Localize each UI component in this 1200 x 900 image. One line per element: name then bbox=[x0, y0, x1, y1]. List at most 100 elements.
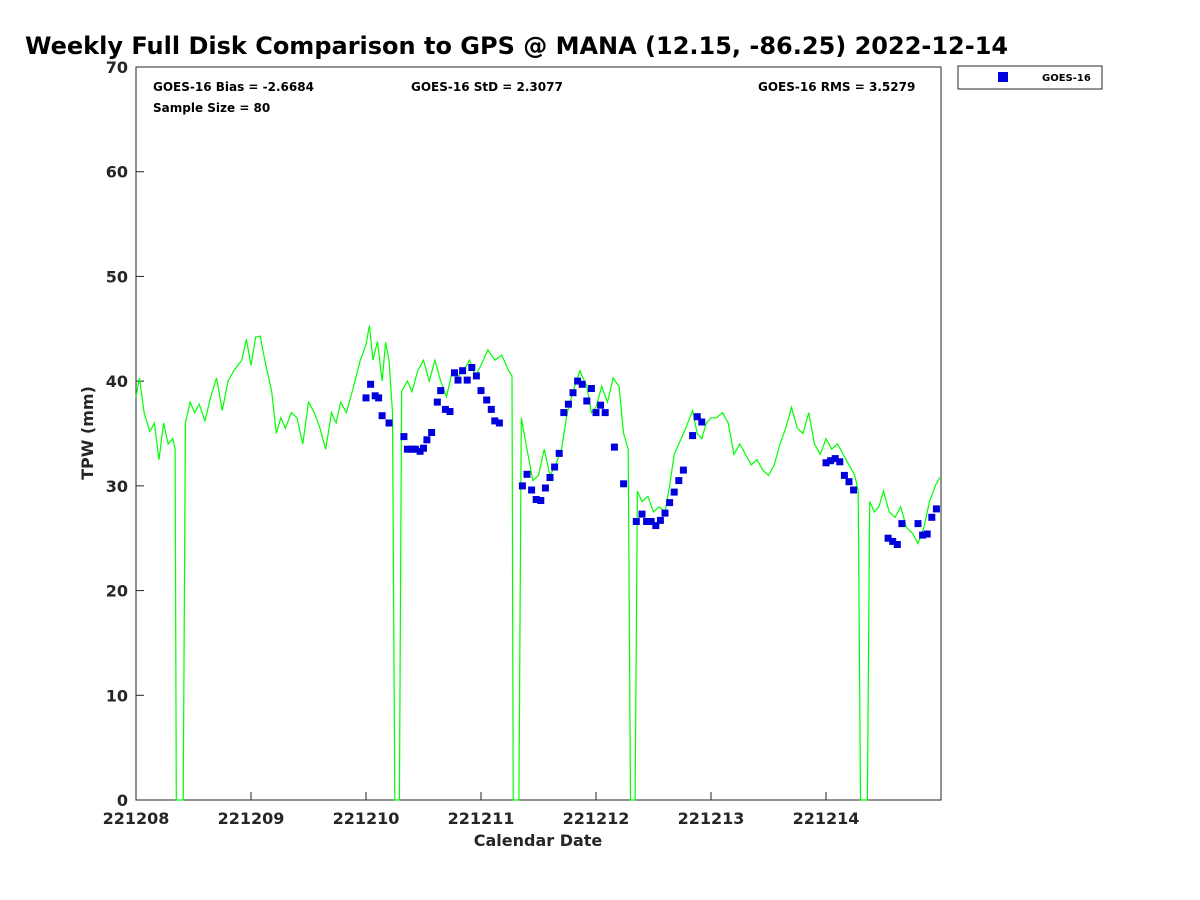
x-axis-label: Calendar Date bbox=[474, 831, 603, 850]
goes16-point bbox=[647, 518, 655, 525]
goes16-point bbox=[423, 436, 431, 444]
goes16-point bbox=[656, 516, 664, 524]
goes16-point bbox=[850, 486, 858, 494]
legend-label-goes16: GOES-16 bbox=[1042, 73, 1091, 84]
gps-series bbox=[135, 325, 941, 801]
goes16-point bbox=[446, 408, 454, 415]
goes16-point bbox=[638, 510, 646, 518]
std-stat: GOES-16 StD = 2.3077 bbox=[411, 80, 563, 94]
y-tick-label: 0 bbox=[117, 791, 128, 810]
goes16-point bbox=[840, 471, 848, 479]
goes16-point bbox=[428, 429, 436, 436]
goes16-point bbox=[367, 380, 375, 388]
goes16-point bbox=[836, 458, 844, 466]
goes16-point bbox=[375, 394, 383, 402]
goes16-point bbox=[822, 459, 830, 467]
goes16-point bbox=[403, 445, 411, 453]
goes16-point bbox=[537, 497, 545, 504]
goes16-point bbox=[831, 455, 839, 463]
goes16-point bbox=[574, 377, 582, 385]
y-tick-label: 20 bbox=[106, 582, 128, 601]
goes16-point bbox=[919, 531, 927, 539]
x-tick-label: 221209 bbox=[218, 809, 285, 828]
goes16-point bbox=[528, 486, 536, 494]
goes16-point bbox=[518, 482, 526, 490]
bias-stat: GOES-16 Bias = -2.6684 bbox=[153, 80, 314, 94]
goes16-point bbox=[693, 413, 701, 421]
x-tick-label: 221213 bbox=[678, 809, 745, 828]
rms-stat: GOES-16 RMS = 3.5279 bbox=[758, 80, 915, 94]
goes16-point bbox=[652, 522, 660, 530]
goes16-point bbox=[555, 449, 563, 457]
goes16-point bbox=[451, 369, 458, 377]
goes16-point bbox=[411, 445, 419, 453]
goes16-point bbox=[884, 534, 892, 542]
x-tick-label: 221208 bbox=[103, 809, 170, 828]
legend-box bbox=[957, 65, 1103, 90]
plot-area-frame bbox=[135, 66, 942, 801]
goes16-point bbox=[441, 405, 449, 413]
goes16-point bbox=[661, 509, 669, 517]
goes16-point bbox=[587, 385, 595, 392]
goes16-series bbox=[362, 364, 940, 548]
y-tick-label: 40 bbox=[106, 372, 128, 391]
goes16-point bbox=[483, 396, 491, 404]
goes16-point bbox=[400, 433, 408, 441]
x-tick-label: 221214 bbox=[793, 809, 860, 828]
gps-series-line bbox=[135, 325, 941, 801]
goes16-point bbox=[578, 380, 586, 388]
goes16-point bbox=[610, 443, 618, 451]
goes16-point bbox=[459, 367, 467, 375]
goes16-point bbox=[523, 470, 531, 478]
goes16-point bbox=[666, 499, 674, 507]
goes16-point bbox=[632, 518, 640, 525]
goes16-point bbox=[454, 376, 462, 384]
axes: 0 10 20 30 40 50 60 70 221208 221209 221210 221211 2… bbox=[103, 58, 860, 828]
y-tick-label: 60 bbox=[106, 163, 128, 182]
goes16-point bbox=[643, 518, 651, 525]
goes16-point bbox=[491, 417, 499, 425]
goes16-point bbox=[675, 477, 683, 485]
goes16-point bbox=[679, 466, 687, 474]
goes16-point bbox=[827, 457, 835, 465]
goes16-point bbox=[597, 401, 605, 409]
sample-size-stat: Sample Size = 80 bbox=[153, 101, 270, 115]
y-axis-label: TPW (mm) bbox=[78, 386, 97, 480]
goes16-point bbox=[592, 409, 600, 417]
goes16-point bbox=[670, 488, 678, 496]
goes16-point bbox=[378, 412, 386, 420]
goes16-point bbox=[601, 409, 609, 417]
goes16-point bbox=[698, 418, 706, 426]
goes16-point bbox=[463, 376, 471, 384]
goes16-point bbox=[928, 513, 936, 521]
goes16-point bbox=[569, 389, 577, 397]
chart-title: Weekly Full Disk Comparison to GPS @ MAN… bbox=[25, 32, 1008, 60]
goes16-point bbox=[923, 530, 931, 538]
goes16-point bbox=[433, 398, 441, 406]
goes16-point bbox=[932, 505, 940, 513]
x-tick-label: 221212 bbox=[563, 809, 630, 828]
legend: GOES-16 bbox=[957, 65, 1103, 90]
goes16-point bbox=[477, 387, 485, 395]
goes16-point bbox=[385, 419, 393, 427]
goes16-point bbox=[845, 478, 853, 486]
goes16-point bbox=[560, 409, 568, 417]
goes16-point bbox=[898, 520, 906, 528]
goes16-point bbox=[487, 405, 495, 413]
goes16-point bbox=[362, 394, 370, 402]
goes16-point bbox=[689, 432, 697, 440]
goes16-point bbox=[546, 474, 554, 481]
x-tick-label: 221211 bbox=[448, 809, 515, 828]
y-tick-label: 10 bbox=[106, 686, 128, 705]
goes16-point bbox=[620, 480, 628, 488]
goes16-point bbox=[472, 372, 480, 380]
goes16-point bbox=[468, 364, 476, 371]
goes16-point bbox=[583, 397, 591, 405]
goes16-point bbox=[541, 484, 549, 492]
goes16-point bbox=[889, 537, 897, 545]
y-tick-label: 50 bbox=[106, 267, 128, 286]
legend-marker-goes16 bbox=[998, 72, 1008, 82]
goes16-point bbox=[893, 541, 901, 548]
goes16-point bbox=[551, 463, 559, 471]
